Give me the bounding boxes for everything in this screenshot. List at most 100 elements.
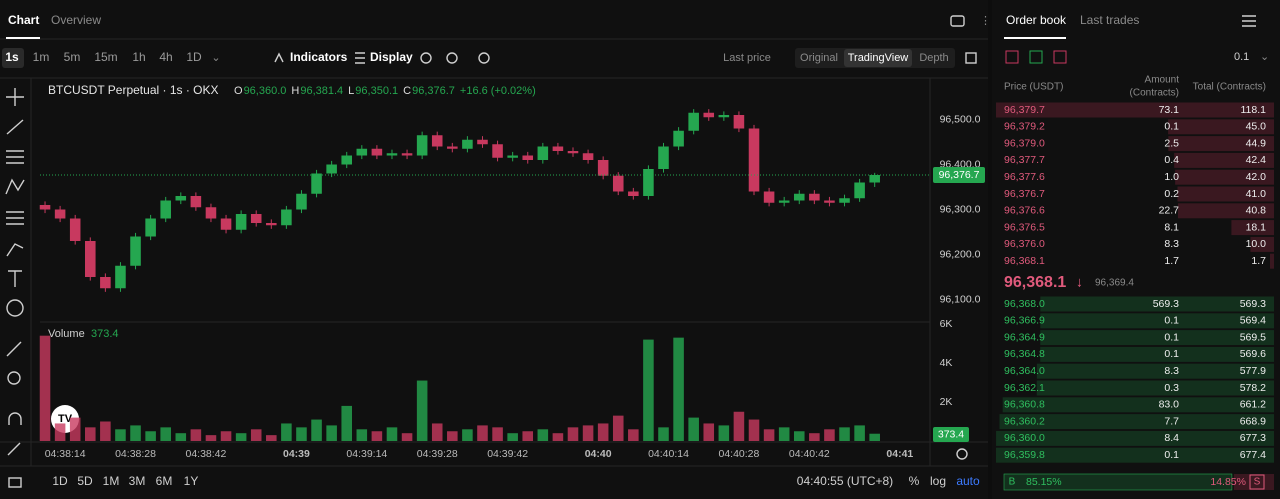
bids-depth-bar: [1040, 313, 1274, 329]
candle-body: [628, 191, 639, 196]
settings-icon[interactable]: [956, 448, 968, 460]
amount: 0.1: [1164, 348, 1179, 360]
tab[interactable]: Overview: [51, 13, 101, 27]
zoom-tool[interactable]: [7, 371, 21, 385]
view-option[interactable]: TradingView: [848, 52, 909, 64]
x-tick-label: 04:40: [585, 448, 612, 460]
last-price-label: 96,376.7: [939, 169, 980, 181]
view-bids[interactable]: [1029, 50, 1043, 64]
amount: 0.1: [1164, 449, 1179, 461]
interval[interactable]: 1m: [33, 50, 50, 64]
candle-body: [431, 135, 443, 147]
ohlc-key: L: [348, 85, 354, 97]
volume-bar: [341, 405, 353, 441]
amount: 1.7: [1164, 255, 1179, 267]
layout-icon[interactable]: [950, 15, 965, 27]
lock-tool[interactable]: [8, 477, 22, 488]
pattern-tool[interactable]: [5, 178, 25, 195]
tab[interactable]: Chart: [8, 13, 39, 27]
range-button[interactable]: 1Y: [184, 474, 199, 488]
display-button[interactable]: Display: [370, 50, 413, 64]
interval[interactable]: 4h: [159, 50, 172, 64]
toolbar-icon[interactable]: [478, 52, 490, 64]
ohlc-value: 96,350.1: [355, 85, 398, 97]
x-tick-label: 04:40:28: [718, 448, 759, 460]
display-icon[interactable]: [355, 52, 365, 64]
toolbar-icon[interactable]: [420, 52, 432, 64]
interval[interactable]: 1h: [132, 50, 145, 64]
tick-size[interactable]: 0.1: [1234, 51, 1249, 63]
range-button[interactable]: 6M: [156, 474, 173, 488]
scale-option[interactable]: auto: [956, 474, 980, 488]
price: 96,379.0: [1004, 137, 1045, 149]
total: 578.2: [1240, 382, 1266, 394]
interval[interactable]: 5m: [64, 50, 81, 64]
total: 18.1: [1246, 221, 1267, 233]
volume-bar: [39, 335, 51, 441]
scale-option[interactable]: %: [909, 474, 920, 488]
brush-tool[interactable]: [6, 243, 24, 257]
asks-depth-bar: [1174, 152, 1274, 168]
indicators-icon[interactable]: [274, 52, 284, 63]
emoji-tool[interactable]: [6, 299, 24, 317]
fib-tool[interactable]: [6, 211, 24, 225]
x-tick-label: 04:40:42: [789, 448, 830, 460]
total: 661.2: [1240, 399, 1266, 411]
candle-body: [673, 130, 684, 147]
price-type[interactable]: Last price: [723, 52, 771, 64]
ruler-tool[interactable]: [6, 341, 22, 357]
volume-bar: [175, 433, 187, 441]
amount: 7.7: [1164, 415, 1179, 427]
candle-body: [778, 200, 790, 203]
candle-body: [205, 207, 217, 219]
buy-ratio: [1003, 473, 1233, 491]
candle-body: [356, 148, 368, 156]
indicators-button[interactable]: Indicators: [290, 50, 348, 64]
interval[interactable]: 1s: [5, 50, 19, 64]
view-asks[interactable]: [1053, 50, 1067, 64]
range-button[interactable]: 1D: [52, 474, 68, 488]
asks-depth-bar: [1168, 136, 1274, 152]
text-tool[interactable]: [8, 270, 22, 287]
volume-bar: [552, 433, 564, 441]
candle-body: [824, 200, 835, 203]
volume-bar: [522, 431, 534, 441]
tab[interactable]: Order book: [1006, 13, 1067, 27]
candle-body: [643, 169, 654, 196]
candle-body: [54, 209, 66, 219]
candle-body: [477, 139, 488, 145]
crosshair-tool[interactable]: [6, 88, 24, 106]
interval[interactable]: 15m: [94, 50, 117, 64]
candle-body: [793, 193, 805, 201]
view-option[interactable]: Depth: [919, 52, 948, 64]
more-icon[interactable]: ⋮: [980, 15, 991, 27]
range-button[interactable]: 3M: [129, 474, 146, 488]
total: 42.4: [1246, 154, 1267, 166]
volume-bar: [145, 431, 156, 441]
y-tick-label: 96,300.0: [940, 203, 981, 215]
view-both[interactable]: [1005, 50, 1019, 64]
chevron[interactable]: ⌄: [211, 52, 220, 64]
chevron[interactable]: ⌄: [1260, 51, 1269, 63]
toolbar-icon[interactable]: [446, 52, 458, 64]
interval[interactable]: 1D: [186, 50, 202, 64]
interval-selected: [2, 48, 24, 68]
scale-option[interactable]: log: [930, 474, 946, 488]
x-tick-label: 04:39:14: [346, 448, 387, 460]
price: 96,362.1: [1004, 382, 1045, 394]
fullscreen-icon[interactable]: [965, 52, 977, 64]
range-button[interactable]: 1M: [103, 474, 120, 488]
channel-tool[interactable]: [6, 150, 24, 164]
line-tool[interactable]: [6, 119, 24, 135]
candle-body: [658, 146, 669, 169]
ohlc-key: C: [403, 85, 411, 97]
view-option[interactable]: Original: [800, 52, 838, 64]
range-button[interactable]: 5D: [77, 474, 93, 488]
settings-icon[interactable]: [1242, 15, 1256, 27]
magnet-tool[interactable]: [8, 412, 22, 425]
tab[interactable]: Last trades: [1080, 13, 1139, 27]
price: 96,376.0: [1004, 238, 1045, 250]
candle-body: [718, 115, 730, 118]
pencil-tool[interactable]: [7, 442, 21, 456]
